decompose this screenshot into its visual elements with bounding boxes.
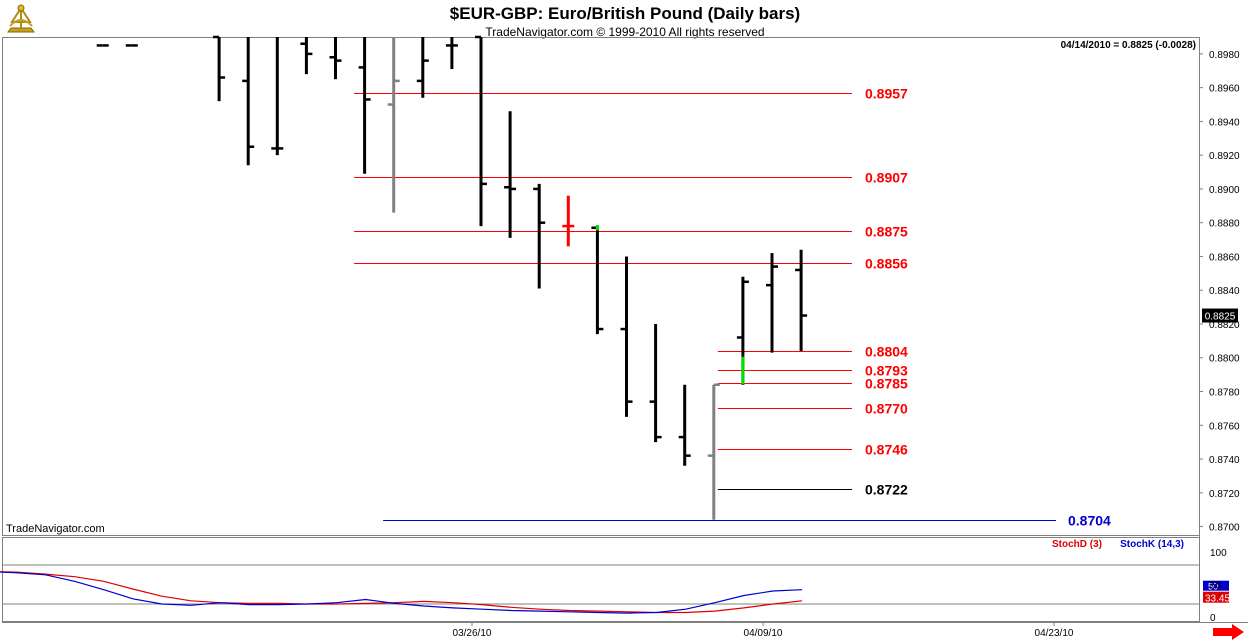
osc-y-tick-label: 100: [1210, 548, 1227, 559]
level-label: 0.8793: [865, 363, 908, 379]
stochk-value-label: 50: [1208, 582, 1218, 592]
y-tick-label: 0.8960: [1209, 84, 1240, 95]
y-tick-label: 0.8940: [1209, 117, 1240, 128]
stochd-line: [0, 571, 803, 614]
y-tick-label: 0.8700: [1209, 523, 1240, 534]
y-tick-label: 0.8980: [1209, 50, 1240, 61]
y-tick-label: 0.8920: [1209, 151, 1240, 162]
oscillator-panel-frame: [2, 537, 1200, 622]
osc-y-tick-label: 0: [1210, 613, 1216, 624]
price-panel-frame: [2, 37, 1200, 536]
y-tick-label: 0.8760: [1209, 421, 1240, 432]
level-label: 0.8907: [865, 170, 908, 186]
y-tick-label: 0.8720: [1209, 489, 1240, 500]
last-price-label: 0.8825: [1205, 312, 1236, 323]
quote-text: 04/14/2010 = 0.8825 (-0.0028): [1061, 40, 1196, 51]
level-label: 0.8856: [865, 256, 908, 272]
level-label: 0.8704: [1068, 513, 1111, 529]
x-tick-label: 03/26/10: [453, 628, 492, 639]
legend-stochk: StochK (14,3): [1120, 539, 1184, 550]
level-label: 0.8785: [865, 376, 908, 392]
y-tick-label: 0.8820: [1209, 320, 1240, 331]
axis-layer: 0.8980 0.8960 0.8940 0.8920 0.8900 0.8880 0.88…: [453, 50, 1240, 639]
level-label: 0.8746: [865, 442, 908, 458]
level-label: 0.8804: [865, 344, 908, 360]
level-label: 0.8722: [865, 482, 908, 498]
stochk-value-box: [1203, 580, 1229, 591]
level-label: 0.8875: [865, 224, 908, 240]
logo-icon: [2, 2, 40, 38]
y-tick-label: 0.8880: [1209, 219, 1240, 230]
last-price-box: [1202, 308, 1238, 323]
scroll-right-arrow-icon[interactable]: [1213, 624, 1244, 640]
watermark-text: TradeNavigator.com: [6, 523, 105, 535]
y-tick-label: 0.8740: [1209, 455, 1240, 466]
chart-title: $EUR-GBP: Euro/British Pound (Daily bars…: [450, 4, 800, 23]
stochk-line: [0, 571, 803, 614]
x-tick-label: 04/09/10: [744, 628, 783, 639]
copyright-text: TradeNavigator.com © 1999-2010 All right…: [485, 25, 764, 39]
level-label: 0.8770: [865, 401, 908, 417]
y-tick-label: 0.8860: [1209, 252, 1240, 263]
osc-y-tick-label: 50: [1210, 581, 1222, 592]
legend-stochd: StochD (3): [1052, 539, 1102, 550]
price-layer: 0.89570.89070.88750.88560.88040.87930.87…: [96, 35, 1111, 529]
x-tick-label: 04/23/10: [1035, 628, 1074, 639]
level-label: 0.8957: [865, 86, 908, 102]
y-tick-label: 0.8900: [1209, 185, 1240, 196]
y-tick-label: 0.8800: [1209, 354, 1240, 365]
oscillator-layer: 50 33.45: [0, 564, 1230, 614]
y-tick-label: 0.8780: [1209, 388, 1240, 399]
y-tick-label: 0.8840: [1209, 286, 1240, 297]
stochd-value-label: 33.45: [1205, 594, 1230, 605]
stochd-value-box: [1203, 591, 1229, 603]
